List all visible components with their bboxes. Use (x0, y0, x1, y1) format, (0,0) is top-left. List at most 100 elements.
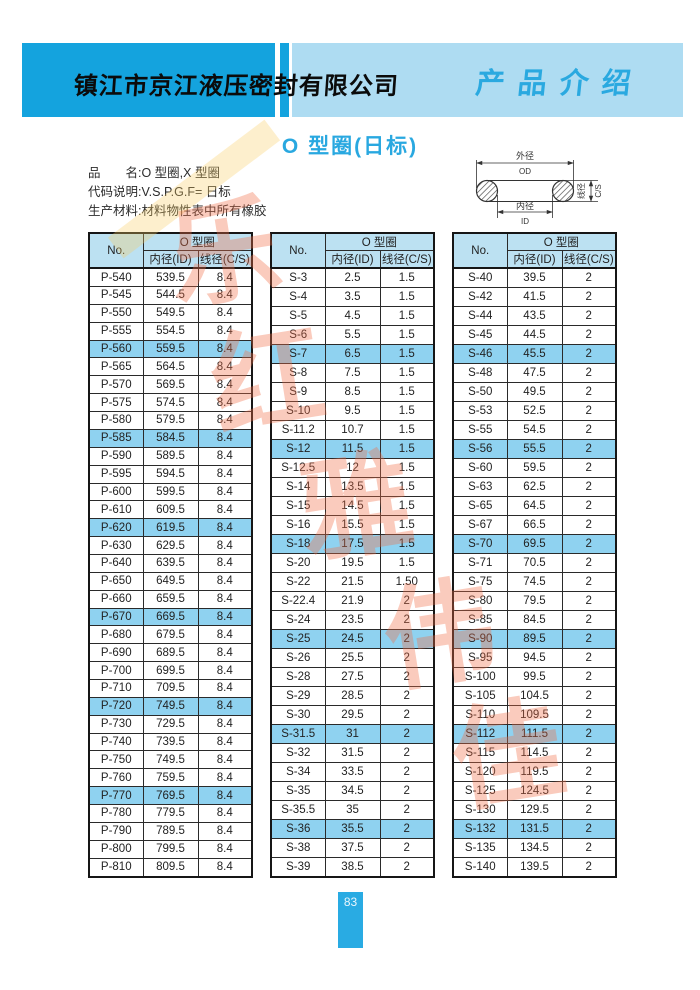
row-cs-cell: 8.4 (197, 553, 253, 573)
od-label: 外径 (516, 150, 534, 161)
table-row: S-9 8.5 1.5 (270, 382, 435, 403)
table-row: S-34 33.5 2 (270, 761, 435, 782)
table-row: S-85 84.5 2 (452, 609, 617, 630)
row-id-cell: 544.5 (142, 286, 199, 305)
table-row: S-29 28.5 2 (270, 685, 435, 706)
row-cs-cell: 1.5 (379, 515, 435, 535)
row-no-cell: P-700 (88, 661, 144, 680)
row-no-cell: S-9 (270, 382, 326, 403)
row-no-cell: P-600 (88, 482, 144, 502)
table-row: S-90 89.5 2 (452, 628, 617, 649)
table-row: S-24 23.5 2 (270, 609, 435, 630)
row-id-cell: 74.5 (506, 571, 563, 592)
row-no-cell: S-12.5 (270, 458, 326, 479)
row-cs-cell: 8.4 (197, 732, 253, 752)
row-no-cell: S-10 (270, 401, 326, 422)
table-row: P-770 769.5 8.4 (88, 786, 253, 805)
row-no-cell: S-46 (452, 344, 508, 365)
column-header-cs: 线径(C/S) (561, 250, 617, 269)
row-cs-cell: 2 (561, 742, 617, 763)
table-row: S-105 104.5 2 (452, 685, 617, 706)
row-id-cell: 17.5 (324, 534, 381, 554)
table-row: P-610 609.5 8.4 (88, 500, 253, 520)
row-no-cell: S-48 (452, 363, 508, 384)
row-cs-cell: 2 (561, 496, 617, 517)
table-row: S-110 109.5 2 (452, 704, 617, 725)
row-cs-cell: 2 (379, 685, 435, 706)
row-id-cell: 21.5 (324, 571, 381, 592)
row-no-cell: S-44 (452, 306, 508, 327)
row-cs-cell: 1.5 (379, 363, 435, 384)
table-row: S-30 29.5 2 (270, 704, 435, 725)
row-id-cell: 89.5 (506, 628, 563, 649)
table-row: P-590 589.5 8.4 (88, 446, 253, 466)
row-id-cell: 569.5 (142, 375, 199, 395)
row-cs-cell: 8.4 (197, 375, 253, 395)
row-cs-cell: 2 (379, 818, 435, 839)
row-no-cell: P-800 (88, 839, 144, 859)
row-no-cell: P-670 (88, 607, 144, 627)
row-cs-cell: 2 (561, 287, 617, 308)
row-id-cell: 15.5 (324, 515, 381, 535)
row-no-cell: S-29 (270, 685, 326, 706)
row-cs-cell: 8.4 (197, 393, 253, 413)
table-row: P-720 749.5 8.4 (88, 696, 253, 716)
row-id-cell: 749.5 (142, 750, 199, 770)
row-cs-cell: 1.5 (379, 496, 435, 517)
row-cs-cell: 8.4 (197, 696, 253, 716)
table-row: S-65 64.5 2 (452, 496, 617, 517)
company-name: 镇江市京江液压密封有限公司 (72, 71, 400, 100)
row-id-cell: 54.5 (506, 420, 563, 441)
table-row: S-16 15.5 1.5 (270, 515, 435, 535)
row-no-cell: S-25 (270, 628, 326, 649)
row-cs-cell: 8.4 (197, 357, 253, 377)
row-no-cell: S-120 (452, 761, 508, 782)
row-no-cell: P-650 (88, 571, 144, 591)
row-id-cell: 79.5 (506, 590, 563, 611)
row-id-cell: 594.5 (142, 464, 199, 484)
row-cs-cell: 2 (561, 685, 617, 706)
row-id-cell: 129.5 (506, 799, 563, 820)
table-row: S-55 54.5 2 (452, 420, 617, 441)
row-id-cell: 33.5 (324, 761, 381, 782)
section-title: 产品介绍 (473, 66, 646, 100)
row-cs-cell: 2 (561, 344, 617, 365)
table-row: S-3 2.5 1.5 (270, 267, 435, 289)
row-no-cell: S-39 (270, 856, 326, 878)
row-id-cell: 589.5 (142, 446, 199, 466)
row-cs-cell: 2 (561, 780, 617, 801)
row-id-cell: 21.9 (324, 590, 381, 611)
row-id-cell: 111.5 (506, 723, 563, 744)
row-id-cell: 12 (324, 458, 381, 479)
row-id-cell: 4.5 (324, 306, 381, 327)
table-row: S-28 27.5 2 (270, 666, 435, 687)
table-row: S-44 43.5 2 (452, 306, 617, 327)
row-cs-cell: 2 (561, 552, 617, 573)
table-row: S-36 35.5 2 (270, 818, 435, 839)
row-id-cell: 69.5 (506, 534, 563, 554)
row-id-cell: 6.5 (324, 344, 381, 365)
row-no-cell: S-56 (452, 439, 508, 460)
row-id-cell: 2.5 (324, 267, 381, 289)
row-id-cell: 739.5 (142, 732, 199, 752)
row-no-cell: S-20 (270, 552, 326, 573)
column-header-group: O 型圈 (142, 232, 253, 251)
row-no-cell: S-14 (270, 477, 326, 498)
oring-table-s-series-large: No. O 型圈 内径(ID) 线径(C/S) S-40 39.5 2 S-42 41.… (452, 232, 618, 878)
row-cs-cell: 2 (379, 666, 435, 687)
table-row: S-7 6.5 1.5 (270, 344, 435, 365)
cs-abbr: C/S (594, 184, 603, 197)
table-row: P-555 554.5 8.4 (88, 321, 253, 341)
row-id-cell: 94.5 (506, 647, 563, 668)
table-row: P-800 799.5 8.4 (88, 839, 253, 859)
row-no-cell: S-85 (452, 609, 508, 630)
row-cs-cell: 8.4 (197, 428, 253, 448)
row-cs-cell: 1.5 (379, 477, 435, 498)
row-no-cell: P-770 (88, 786, 144, 805)
row-id-cell: 769.5 (142, 786, 199, 805)
row-id-cell: 799.5 (142, 839, 199, 859)
row-no-cell: P-585 (88, 428, 144, 448)
table-row: P-560 559.5 8.4 (88, 339, 253, 359)
row-id-cell: 574.5 (142, 393, 199, 413)
row-id-cell: 9.5 (324, 401, 381, 422)
